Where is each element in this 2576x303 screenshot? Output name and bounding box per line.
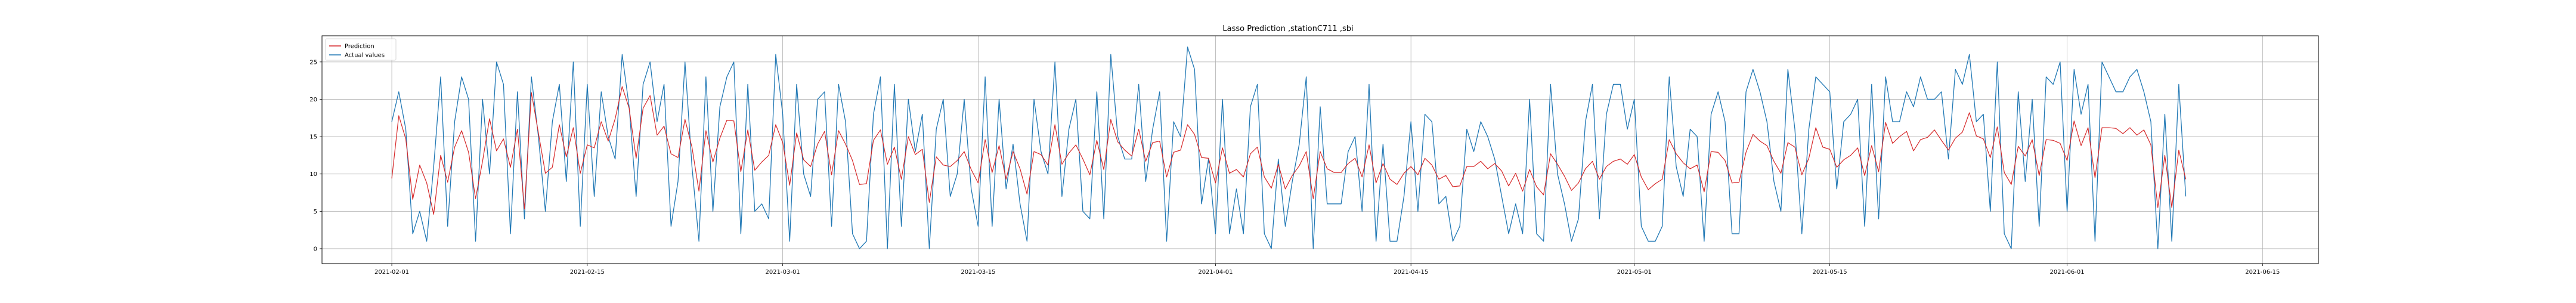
- x-tick-label: 2021-02-15: [570, 269, 605, 276]
- x-tick-label: 2021-02-01: [374, 269, 409, 276]
- chart-legend: Prediction Actual values: [325, 38, 397, 61]
- x-tick-label: 2021-03-15: [961, 269, 995, 276]
- grid-layer: [322, 36, 2318, 264]
- y-tick-label: 10: [309, 171, 317, 178]
- y-tick-label: 15: [309, 134, 317, 141]
- y-tick-label: 20: [309, 97, 317, 103]
- actual-values-line: [391, 47, 2187, 249]
- x-tick-label: 2021-06-01: [2050, 269, 2085, 276]
- y-tick-label: 5: [314, 209, 317, 215]
- x-tick-label: 2021-05-01: [1617, 269, 1652, 276]
- y-tick-label: 25: [309, 59, 317, 66]
- series-layer: [391, 47, 2187, 249]
- x-tick-label: 2021-05-15: [1812, 269, 1847, 276]
- prediction-line: [391, 86, 2187, 215]
- x-tick-label: 2021-04-15: [1394, 269, 1428, 276]
- chart-title: Lasso Prediction ,stationC711 ,sbi: [1222, 24, 1353, 33]
- legend-label: Actual values: [345, 52, 385, 59]
- legend-box: [325, 38, 397, 61]
- x-tick-label: 2021-06-15: [2245, 269, 2280, 276]
- y-tick-label: 0: [314, 246, 317, 252]
- x-tick-label: 2021-04-01: [1198, 269, 1233, 276]
- axis-layer: 2021-02-01 2021-02-15 2021-03-01 2021-03-15…: [309, 59, 2280, 276]
- x-tick-label: 2021-03-01: [766, 269, 800, 276]
- legend-label: Prediction: [345, 44, 374, 50]
- plot-area-frame: [321, 35, 2319, 264]
